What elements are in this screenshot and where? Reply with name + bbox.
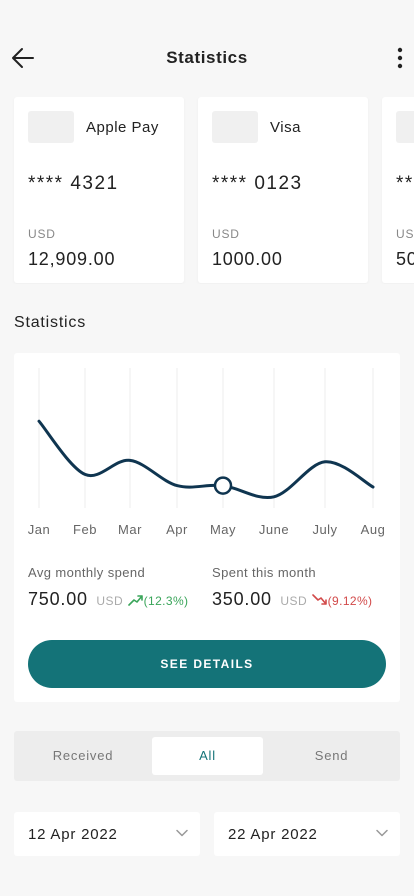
page-title: Statistics [166, 48, 248, 67]
highlight-point[interactable] [213, 476, 233, 495]
card-currency: USD [28, 227, 56, 241]
stat-change: (9.12%) [327, 594, 373, 608]
x-tick-label: Feb [73, 522, 97, 537]
chevron-down-icon [376, 829, 388, 837]
card-logo [212, 111, 258, 143]
card-currency: US [396, 227, 414, 241]
tab-received[interactable]: Received [52, 748, 114, 763]
x-tick-label: Apr [166, 522, 188, 537]
card-logo [28, 111, 74, 143]
x-tick-label: Mar [118, 522, 142, 537]
stat-change: (12.3%) [143, 594, 189, 608]
card-number: **** 4321 [28, 173, 119, 194]
avg-monthly-spend: Avg monthly spend 750.00 USD (12.3%) [28, 565, 188, 610]
payment-cards-carousel[interactable]: Apple Pay **** 4321 USD 12,909.00 Visa *… [0, 97, 414, 284]
back-button[interactable] [8, 44, 40, 72]
x-tick-label: Jan [28, 522, 50, 537]
card-number: ** [396, 173, 414, 194]
date-from-value: 12 Apr 2022 [28, 826, 118, 843]
x-tick-label: May [210, 522, 236, 537]
payment-card[interactable]: Visa **** 0123 USD 1000.00 [198, 97, 368, 283]
card-balance: 12,909.00 [28, 249, 116, 269]
see-details-button[interactable]: SEE DETAILS [28, 640, 386, 688]
date-to-value: 22 Apr 2022 [228, 826, 318, 843]
payment-card[interactable]: Apple Pay **** 4321 USD 12,909.00 [14, 97, 184, 283]
card-currency: USD [212, 227, 240, 241]
date-from-select[interactable]: 12 Apr 2022 [14, 812, 200, 856]
more-options-button[interactable] [392, 44, 408, 72]
x-tick-label: July [312, 522, 337, 537]
header: Statistics [0, 38, 414, 78]
tab-all[interactable]: All [152, 737, 263, 775]
card-number: **** 0123 [212, 173, 303, 194]
card-name: Apple Pay [86, 119, 159, 136]
card-logo [396, 111, 414, 143]
stat-currency: USD [280, 594, 308, 608]
payment-card[interactable]: ** US 50 [382, 97, 414, 283]
transaction-filter-tabs: Received All Send [14, 731, 400, 781]
trend-down-icon [311, 594, 327, 605]
stat-label: Avg monthly spend [28, 565, 146, 580]
tab-send[interactable]: Send [314, 748, 349, 763]
statistics-card: Jan Feb Mar Apr May June July Aug Avg monthly s… [14, 353, 400, 702]
chevron-down-icon [176, 829, 188, 837]
stat-value: 350.00 [212, 589, 272, 609]
stat-value: 750.00 [28, 589, 88, 609]
card-name: Visa [270, 119, 301, 136]
card-balance: 50 [396, 249, 414, 269]
spending-line-chart: Jan Feb Mar Apr May June July Aug [28, 368, 386, 537]
x-tick-label: June [259, 522, 289, 537]
spent-this-month: Spent this month 350.00 USD (9.12%) [212, 565, 372, 610]
stat-label: Spent this month [212, 565, 316, 580]
section-title: Statistics [14, 314, 87, 331]
trend-up-icon [127, 595, 143, 606]
card-balance: 1000.00 [212, 249, 283, 269]
date-to-select[interactable]: 22 Apr 2022 [214, 812, 400, 856]
stat-currency: USD [96, 594, 124, 608]
arrow-left-icon [12, 48, 34, 68]
more-vertical-icon [397, 47, 403, 69]
x-tick-label: Aug [361, 522, 386, 537]
series-line [37, 419, 375, 500]
